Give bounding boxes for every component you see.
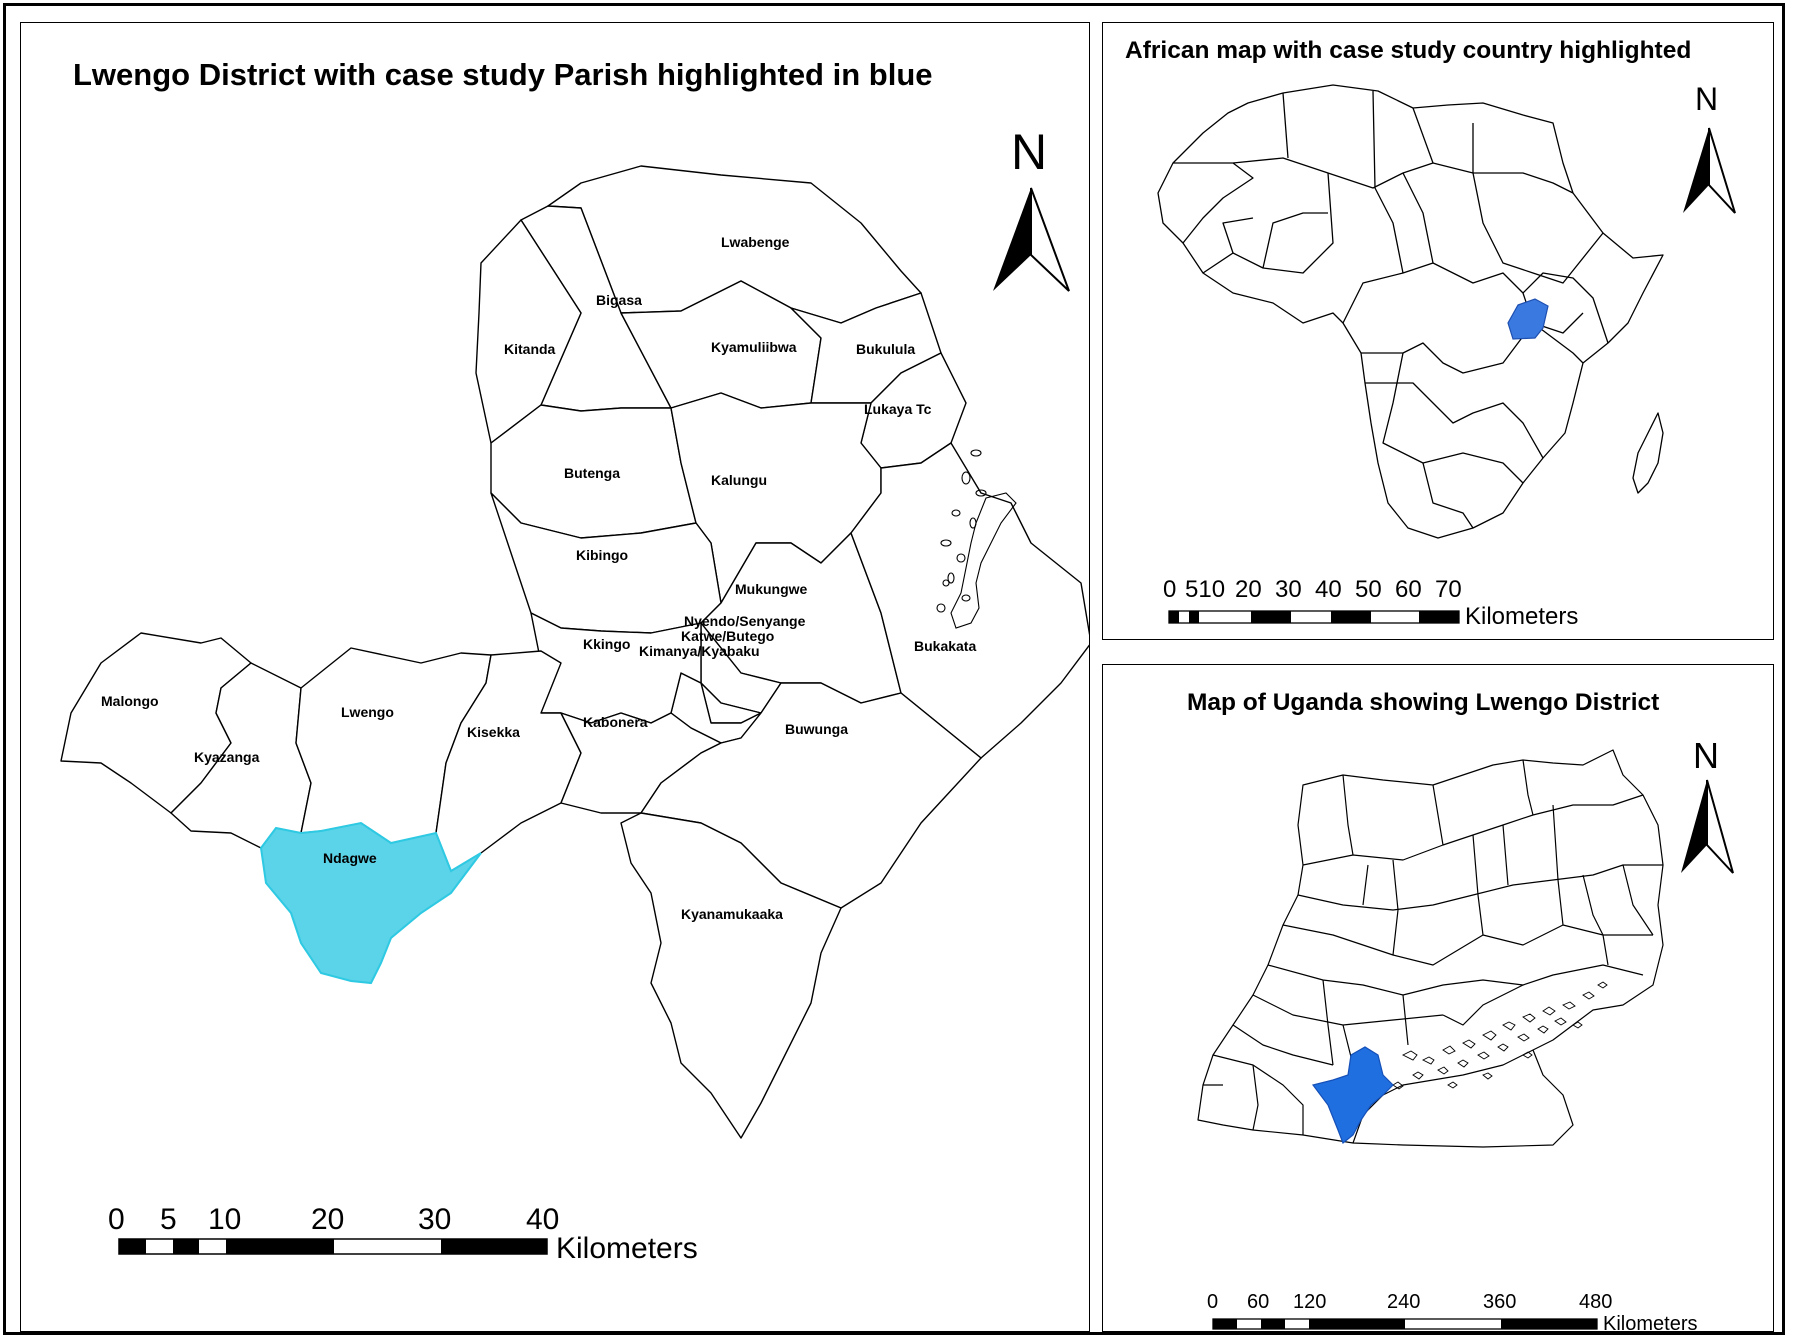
label-butenga: Butenga — [564, 465, 620, 481]
label-lwengo: Lwengo — [341, 704, 394, 720]
map-layout-frame — [3, 3, 1785, 1335]
uganda-scale-tick-120: 120 — [1293, 1291, 1326, 1313]
label-kyazanga: Kyazanga — [194, 749, 260, 765]
lwengo-district-map: Lwabenge Bigasa Kitanda Kyamuliibwa Buku… — [60, 165, 1089, 1265]
label-kimanya-kyabaku: Kimanya/Kyabaku — [639, 643, 760, 659]
africa-north-label: N — [1695, 81, 1719, 117]
parish-kyanamukaaka — [620, 812, 842, 1139]
label-katwe-butego: Katwe/Butego — [681, 628, 774, 644]
uganda-north-arrow — [1681, 779, 1734, 874]
uganda-scale-unit: Kilometers — [1603, 1313, 1697, 1332]
main-scale-tick-10: 10 — [208, 1203, 241, 1236]
africa-map-panel: African map with case study country high… — [1102, 22, 1774, 640]
label-kitanda: Kitanda — [504, 341, 556, 357]
africa-scale-tick-0: 0 — [1163, 576, 1176, 603]
label-bukakata: Bukakata — [914, 638, 976, 654]
africa-scale-unit: Kilometers — [1465, 603, 1578, 630]
lake-islands — [936, 449, 1017, 629]
uganda-scale-tick-360: 360 — [1483, 1291, 1516, 1313]
label-kyanamukaaka: Kyanamukaaka — [681, 906, 783, 922]
main-scale-bar: 0 5 10 20 30 40 Kilometers — [108, 1203, 698, 1265]
africa-scale-tick-60: 60 — [1395, 576, 1422, 603]
uganda-map: 0 60 120 240 360 480 Kilometers — [1197, 749, 1734, 1332]
africa-outline — [1157, 84, 1664, 539]
main-scale-tick-5: 5 — [160, 1203, 177, 1236]
label-ndagwe: Ndagwe — [323, 850, 377, 866]
label-buwunga: Buwunga — [785, 721, 848, 737]
africa-scale-tick-30: 30 — [1275, 576, 1302, 603]
uganda-scale-tick-480: 480 — [1579, 1291, 1612, 1313]
label-kkingo: Kkingo — [583, 636, 630, 652]
label-nyendo-senyange: Nyendo/Senyange — [684, 613, 806, 629]
main-north-label: N — [1011, 124, 1048, 180]
africa-scale-tick-20: 20 — [1235, 576, 1262, 603]
main-scale-tick-40: 40 — [526, 1203, 559, 1236]
africa-scale-tick-70: 70 — [1435, 576, 1462, 603]
main-scale-tick-30: 30 — [418, 1203, 451, 1236]
main-scale-unit: Kilometers — [556, 1232, 698, 1265]
uganda-outline — [1197, 749, 1664, 1148]
label-kisekka: Kisekka — [467, 724, 520, 740]
uganda-scale-bar: 0 60 120 240 360 480 Kilometers — [1207, 1291, 1697, 1332]
africa-north-arrow — [1683, 127, 1736, 214]
uganda-scale-tick-240: 240 — [1387, 1291, 1420, 1313]
label-mukungwe: Mukungwe — [735, 581, 808, 597]
uganda-north-label: N — [1693, 735, 1719, 776]
uganda-scale-tick-0: 0 — [1207, 1291, 1218, 1313]
uganda-map-title: Map of Uganda showing Lwengo District — [1187, 689, 1660, 716]
main-map-title: Lwengo District with case study Parish h… — [73, 57, 933, 92]
lwengo-district-highlight — [1311, 1046, 1394, 1144]
label-bukulula: Bukulula — [856, 341, 915, 357]
africa-map: 0 510 20 30 40 50 60 70 Kilometers — [1157, 84, 1736, 630]
lake-victoria-islands — [1392, 981, 1608, 1090]
uganda-map-panel: Map of Uganda showing Lwengo District — [1102, 664, 1774, 1332]
label-kalungu: Kalungu — [711, 472, 767, 488]
label-bigasa: Bigasa — [596, 292, 642, 308]
main-map-panel: Lwengo District with case study Parish h… — [20, 22, 1090, 1332]
label-kyamuliibwa: Kyamuliibwa — [711, 339, 797, 355]
uganda-highlight — [1507, 298, 1549, 340]
africa-map-title: African map with case study country high… — [1125, 37, 1692, 64]
africa-scale-tick-510: 510 — [1185, 576, 1225, 603]
main-scale-tick-0: 0 — [108, 1203, 125, 1236]
africa-scale-tick-50: 50 — [1355, 576, 1382, 603]
label-malongo: Malongo — [101, 693, 159, 709]
madagascar — [1632, 412, 1664, 494]
label-kabonera: Kabonera — [583, 714, 648, 730]
parish-ndagwe-highlighted — [259, 821, 482, 985]
label-kibingo: Kibingo — [576, 547, 628, 563]
main-scale-tick-20: 20 — [311, 1203, 344, 1236]
africa-scale-tick-40: 40 — [1315, 576, 1342, 603]
uganda-scale-tick-60: 60 — [1247, 1291, 1269, 1313]
label-lukaya-tc: Lukaya Tc — [864, 401, 932, 417]
label-lwabenge: Lwabenge — [721, 234, 790, 250]
africa-scale-bar: 0 510 20 30 40 50 60 70 Kilometers — [1163, 576, 1578, 630]
main-north-arrow — [993, 187, 1070, 292]
